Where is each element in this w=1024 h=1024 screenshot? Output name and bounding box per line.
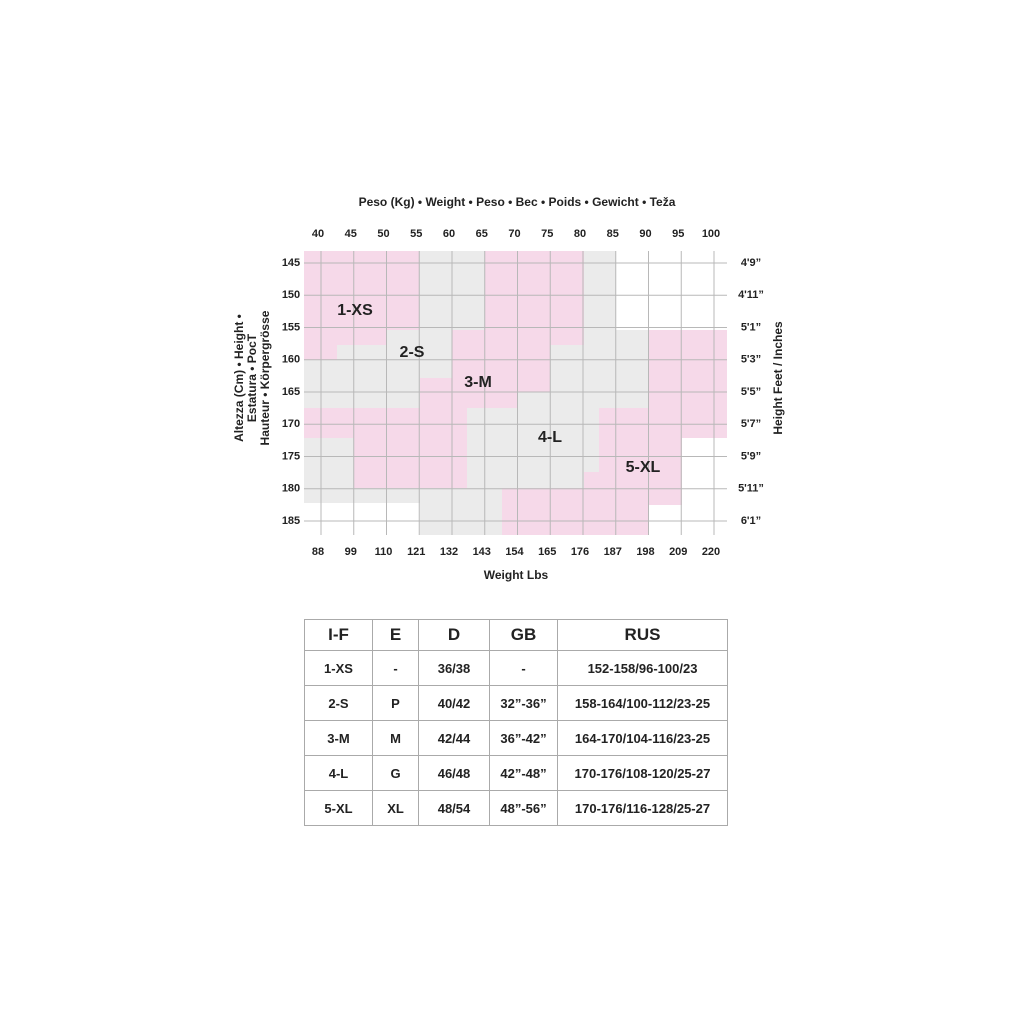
table-cell: 42”-48” (489, 755, 558, 791)
bottom-tick-label: 99 (345, 546, 357, 558)
top-tick-label: 55 (410, 228, 422, 240)
top-tick-label: 45 (345, 228, 357, 240)
table-cell: G (372, 755, 419, 791)
top-tick-label: 70 (508, 228, 520, 240)
bottom-tick-label: 121 (407, 546, 425, 558)
header-cell: RUS (557, 619, 728, 651)
header-cell: D (418, 619, 490, 651)
table-cell: 48/54 (418, 790, 490, 826)
left-tick-label: 160 (282, 354, 300, 366)
bottom-axis-title: Weight Lbs (484, 568, 549, 582)
left-tick-label: 185 (282, 515, 300, 527)
header-cell: GB (489, 619, 558, 651)
bottom-tick-label: 154 (505, 546, 524, 558)
table-header: I-F E D GB RUS (304, 619, 728, 651)
left-tick-label: 170 (282, 418, 300, 430)
right-tick-label: 4'9” (741, 257, 761, 269)
top-tick-label: 80 (574, 228, 586, 240)
right-tick-label: 5'11” (738, 483, 764, 495)
right-tick-label: 5'1” (741, 321, 761, 333)
top-tick-label: 50 (377, 228, 389, 240)
top-tick-label: 40 (312, 228, 324, 240)
table-cell: M (372, 720, 419, 756)
table-row: 3-M M 42/44 36”-42” 164-170/104-116/23-25 (304, 720, 728, 756)
top-axis-title: Peso (Kg) • Weight • Peso • Bec • Poids … (359, 195, 676, 209)
bottom-tick-label: 198 (636, 546, 654, 558)
top-tick-label: 75 (541, 228, 553, 240)
table-cell: 46/48 (418, 755, 490, 791)
top-tick-label: 90 (639, 228, 651, 240)
table-cell: 2-S (304, 685, 373, 721)
header-cell: E (372, 619, 419, 651)
table-cell: - (489, 650, 558, 686)
top-tick-label: 85 (607, 228, 619, 240)
table-cell: 4-L (304, 755, 373, 791)
bottom-tick-label: 132 (440, 546, 458, 558)
left-tick-label: 150 (282, 289, 300, 301)
zone-label: 3-M (464, 374, 492, 391)
table-row: 4-L G 46/48 42”-48” 170-176/108-120/25-27 (304, 755, 728, 791)
table-cell: P (372, 685, 419, 721)
bottom-tick-label: 165 (538, 546, 556, 558)
bottom-tick-label: 88 (312, 546, 324, 558)
table-row: 5-XL XL 48/54 48”-56” 170-176/116-128/25-27 (304, 790, 728, 826)
top-tick-label: 100 (702, 228, 720, 240)
top-tick-label: 60 (443, 228, 455, 240)
table-cell: 42/44 (418, 720, 490, 756)
left-tick-label: 180 (282, 483, 300, 495)
top-tick-label: 65 (476, 228, 488, 240)
right-tick-label: 6'1” (741, 515, 761, 527)
bottom-tick-label: 209 (669, 546, 687, 558)
left-tick-label: 175 (282, 450, 300, 462)
table-row: 2-S P 40/42 32”-36” 158-164/100-112/23-25 (304, 685, 728, 721)
bottom-tick-label: 220 (702, 546, 720, 558)
table-cell: 152-158/96-100/23 (557, 650, 728, 686)
bottom-tick-label: 176 (571, 546, 589, 558)
table-cell: XL (372, 790, 419, 826)
bottom-tick-label: 187 (604, 546, 622, 558)
right-tick-label: 5'5” (741, 386, 761, 398)
bottom-tick-label: 143 (473, 546, 491, 558)
zone-label: 4-L (538, 429, 562, 446)
header-cell: I-F (304, 619, 373, 651)
right-tick-label: 5'7” (741, 418, 761, 430)
zone-label: 5-XL (626, 459, 661, 476)
table-cell: 3-M (304, 720, 373, 756)
table-row: 1-XS -36/38-152-158/96-100/23 (304, 650, 728, 686)
table-cell: 36/38 (418, 650, 490, 686)
right-tick-label: 5'3” (741, 354, 761, 366)
left-axis-title: Estatura • PocT (245, 333, 259, 422)
table-cell: 158-164/100-112/23-25 (557, 685, 728, 721)
left-axis-title: Altezza (Cm) • Height • (232, 314, 246, 442)
table-cell: 40/42 (418, 685, 490, 721)
zone-label: 2-S (400, 344, 425, 361)
bottom-tick-label: 110 (375, 546, 393, 558)
left-tick-label: 165 (282, 386, 300, 398)
table-cell: 5-XL (304, 790, 373, 826)
table-cell: - (372, 650, 419, 686)
right-axis-title: Height Feet / Inches (771, 321, 785, 435)
table-cell: 164-170/104-116/23-25 (557, 720, 728, 756)
zone-label: 1-XS (337, 302, 373, 319)
table-cell: 170-176/108-120/25-27 (557, 755, 728, 791)
right-tick-label: 4'11” (738, 289, 764, 301)
zone-shapes (304, 251, 727, 535)
left-tick-label: 145 (282, 257, 300, 269)
left-axis-title: Hauteur • Körpergrösse (258, 310, 272, 445)
table-cell: 170-176/116-128/25-27 (557, 790, 728, 826)
left-tick-label: 155 (282, 321, 300, 333)
table-cell: 36”-42” (489, 720, 558, 756)
size-chart: 40 45 50 55 60 65 70 75 80 85 90 95 100 88 99 110 121 132… (232, 195, 785, 582)
table-cell: 48”-56” (489, 790, 558, 826)
right-tick-label: 5'9” (741, 450, 761, 462)
top-tick-label: 95 (672, 228, 684, 240)
table-cell: 1-XS (304, 650, 373, 686)
table-cell: 32”-36” (489, 685, 558, 721)
size-table: I-F E D GB RUS 1-XS -36/38-152-158/96-100… (304, 619, 728, 826)
